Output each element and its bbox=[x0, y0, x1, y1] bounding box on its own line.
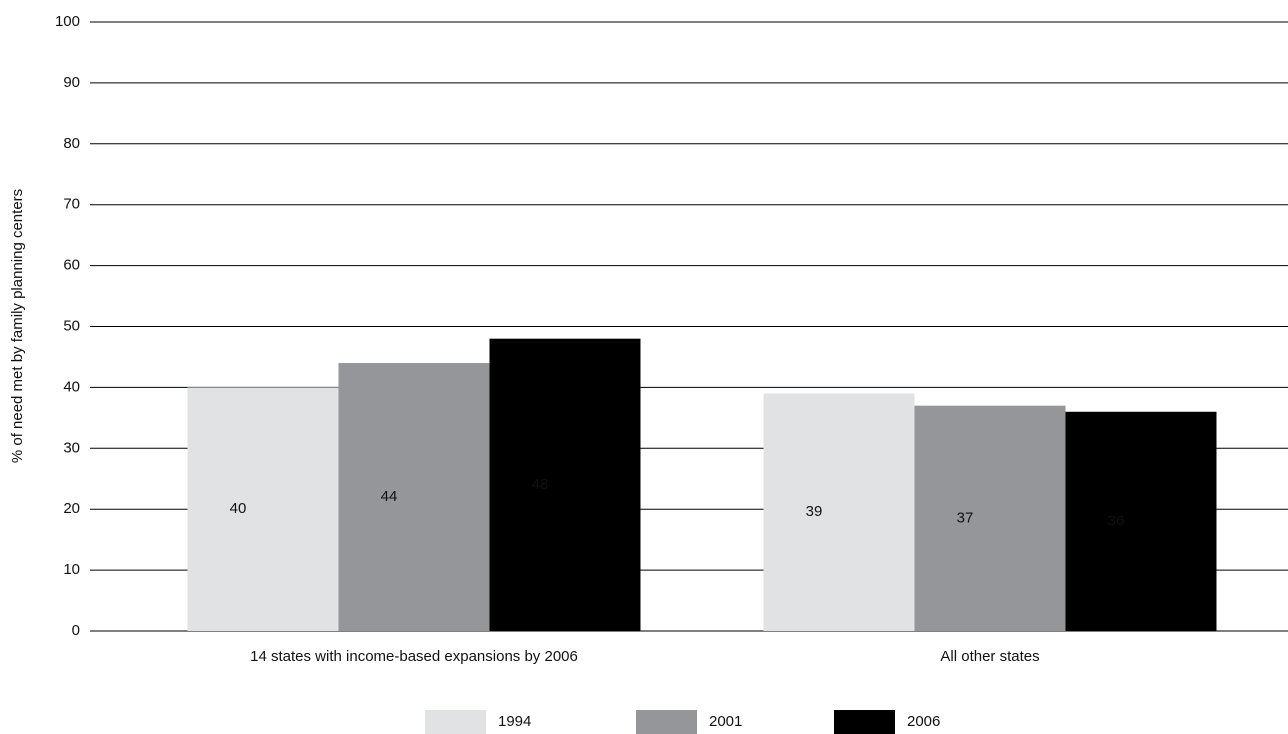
legend-swatch bbox=[425, 710, 486, 734]
bar bbox=[763, 393, 915, 631]
bar bbox=[1065, 411, 1217, 631]
y-tick-label: 70 bbox=[63, 196, 80, 213]
y-tick-label: 100 bbox=[55, 13, 80, 30]
y-tick-label: 10 bbox=[63, 561, 80, 578]
bar bbox=[338, 363, 490, 631]
value-label: 39 bbox=[806, 503, 823, 520]
y-axis-title: % of need met by family planning centers bbox=[9, 189, 26, 463]
y-tick-label: 60 bbox=[63, 257, 80, 274]
y-tick-label: 90 bbox=[63, 74, 80, 91]
legend-label: 2001 bbox=[709, 713, 742, 730]
legend-label: 1994 bbox=[498, 713, 531, 730]
bar bbox=[489, 338, 641, 631]
value-label: 36 bbox=[1108, 512, 1125, 529]
legend-swatch bbox=[834, 710, 895, 734]
legend-label: 2006 bbox=[907, 713, 940, 730]
y-tick-label: 80 bbox=[63, 135, 80, 152]
value-label: 40 bbox=[230, 500, 247, 517]
x-tick-label: All other states bbox=[940, 648, 1039, 665]
value-label: 48 bbox=[532, 476, 549, 493]
legend-swatch bbox=[636, 710, 697, 734]
x-tick-label: 14 states with income-based expansions b… bbox=[250, 648, 578, 665]
bar bbox=[187, 387, 339, 631]
y-tick-label: 40 bbox=[63, 378, 80, 395]
y-tick-label: 20 bbox=[63, 500, 80, 517]
y-tick-label: 30 bbox=[63, 439, 80, 456]
value-label: 44 bbox=[381, 488, 398, 505]
bar bbox=[914, 405, 1066, 631]
y-tick-label: 50 bbox=[63, 317, 80, 334]
value-label: 37 bbox=[957, 509, 974, 526]
y-tick-label: 0 bbox=[72, 622, 80, 639]
